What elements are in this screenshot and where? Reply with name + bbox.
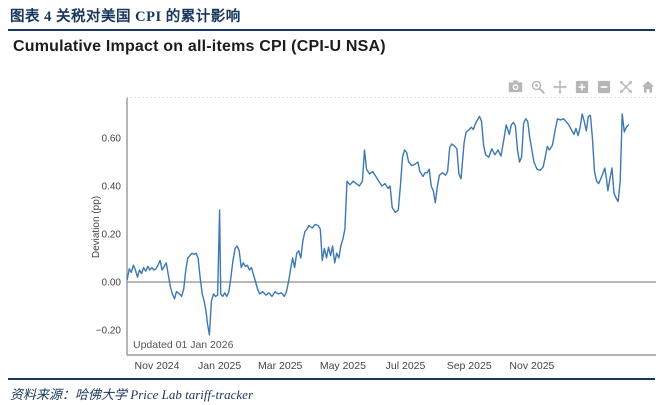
figure-caption: 图表 4 关税对美国 CPI 的累计影响: [10, 9, 241, 25]
cpi-series-line: [126, 113, 630, 336]
x-tick-label: Jul 2025: [386, 360, 426, 372]
x-tick-label: Nov 2025: [509, 360, 554, 372]
zoom-icon: [531, 80, 545, 94]
pan-button[interactable]: [552, 79, 567, 94]
zoom-button[interactable]: [530, 79, 545, 94]
y-tick-label: −0.20: [96, 326, 122, 337]
download-image-button[interactable]: [508, 79, 523, 94]
x-tick-label: Sep 2025: [447, 360, 492, 372]
chart-title: Cumulative Impact on all-items CPI (CPI-…: [13, 38, 386, 55]
zoom-out-button[interactable]: [596, 79, 611, 94]
camera-icon: [508, 80, 523, 93]
header-divider: [8, 29, 655, 31]
footer-divider: [8, 378, 655, 380]
y-axis-title: Deviation (pp): [91, 196, 102, 258]
plotly-modebar: [508, 79, 655, 94]
home-icon: [641, 80, 654, 93]
x-tick-label: May 2025: [320, 360, 366, 372]
y-tick-label: 0.40: [102, 182, 122, 193]
reset-axes-button[interactable]: [640, 79, 655, 94]
x-tick-label: Nov 2024: [135, 360, 180, 372]
autoscale-button[interactable]: [618, 79, 633, 94]
autoscale-icon: [619, 80, 632, 93]
zoom-out-icon: [597, 80, 610, 93]
pan-icon: [552, 79, 567, 94]
zoom-in-button[interactable]: [574, 79, 589, 94]
x-tick-labels: Nov 2024 Jan 2025 Mar 2025 May 2025 Jul 2025…: [135, 360, 555, 372]
y-tick-label: 0.60: [102, 134, 122, 145]
y-tick-label: 0.00: [102, 278, 122, 289]
updated-annotation: Updated 01 Jan 2026: [133, 339, 234, 351]
zoom-in-icon: [575, 80, 588, 93]
x-tick-label: Jan 2025: [198, 360, 241, 372]
y-tick-label: 0.20: [102, 230, 122, 241]
source-note: 资料来源：哈佛大学 Price Lab tariff-tracker: [10, 387, 254, 402]
y-tick-labels: −0.20 0.00 0.20 0.40 0.60: [96, 134, 122, 337]
x-tick-label: Mar 2025: [258, 360, 303, 372]
